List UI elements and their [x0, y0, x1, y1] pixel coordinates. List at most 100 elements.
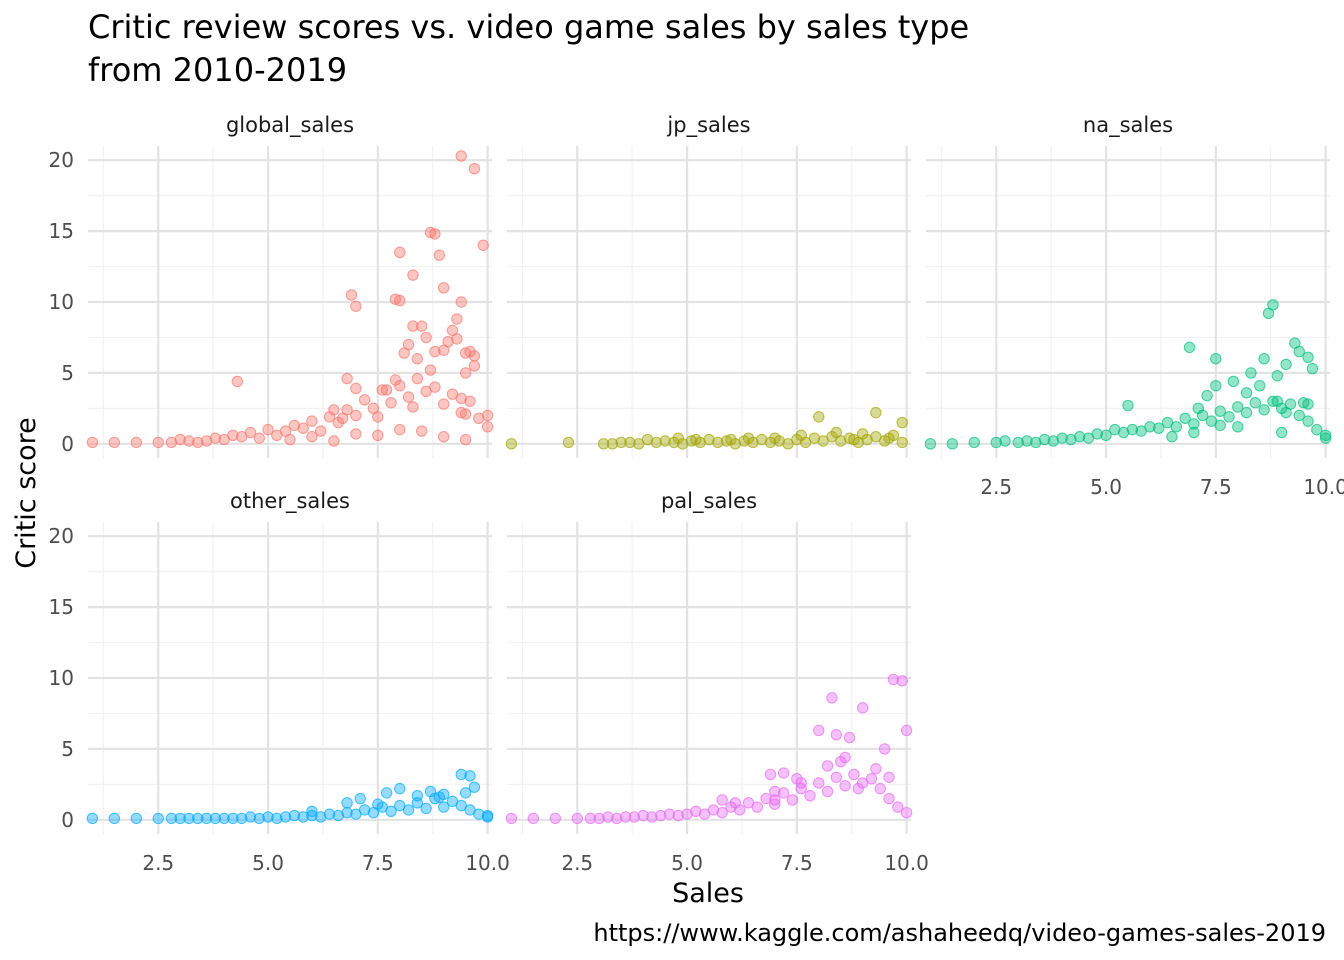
data-point: [615, 436, 627, 449]
data-point: [1188, 426, 1200, 439]
data-point: [1271, 395, 1284, 407]
data-point: [416, 320, 428, 332]
data-point: [468, 781, 481, 793]
data-point: [690, 433, 702, 446]
data-point: [808, 432, 821, 444]
data-point: [755, 433, 768, 446]
data-point: [407, 401, 419, 413]
data-point: [1192, 402, 1204, 415]
facet-panel-global_sales: global_sales 0 5 10 15 20: [49, 113, 494, 458]
y-tick-label: 0: [61, 808, 74, 832]
data-point: [262, 811, 274, 823]
data-point: [429, 381, 441, 393]
data-point: [606, 438, 619, 450]
data-point: [481, 809, 494, 822]
data-point: [451, 313, 463, 325]
data-point: [455, 392, 467, 405]
data-point: [990, 436, 1002, 449]
data-point: [108, 436, 121, 449]
data-point: [350, 382, 362, 395]
data-point: [354, 792, 366, 805]
data-point: [459, 347, 472, 359]
data-point: [420, 331, 432, 344]
data-point: [455, 150, 467, 162]
data-point: [883, 771, 895, 783]
data-point: [130, 436, 143, 449]
data-point: [1267, 299, 1279, 311]
data-point: [473, 412, 485, 424]
data-point: [1227, 375, 1240, 388]
data-point: [288, 809, 301, 822]
data-point: [350, 409, 362, 422]
data-point: [505, 438, 518, 450]
x-tick-label: 5.0: [1090, 475, 1122, 499]
data-point: [429, 345, 441, 358]
data-point: [1280, 358, 1292, 371]
data-point: [437, 398, 450, 410]
data-point: [1126, 423, 1139, 436]
facet-strip-label: other_sales: [230, 489, 350, 514]
data-point: [306, 805, 318, 818]
data-point: [856, 702, 869, 714]
data-point: [883, 792, 895, 805]
data-point: [455, 406, 467, 419]
data-point: [1122, 399, 1134, 412]
data-point: [852, 782, 865, 795]
chart-title: Critic review scores vs. video game sale…: [88, 8, 969, 46]
data-point: [455, 296, 467, 308]
data-point: [464, 395, 476, 407]
data-point: [358, 394, 371, 406]
data-point: [437, 431, 450, 443]
data-point: [345, 289, 358, 301]
x-tick-label: 2.5: [142, 851, 174, 875]
data-point: [1302, 398, 1314, 410]
data-point: [253, 432, 265, 444]
data-point: [380, 787, 393, 799]
data-point: [874, 782, 886, 795]
data-point: [244, 811, 257, 823]
data-point: [676, 438, 689, 450]
data-point: [870, 406, 882, 419]
data-point: [654, 809, 667, 822]
data-point: [429, 228, 441, 240]
data-point: [813, 777, 825, 789]
data-point: [1249, 396, 1262, 409]
data-point: [1258, 404, 1270, 416]
data-point: [584, 812, 597, 825]
data-point: [468, 162, 481, 175]
data-point: [725, 801, 737, 813]
data-point: [279, 811, 292, 823]
data-point: [402, 338, 415, 351]
y-tick-label: 10: [49, 666, 74, 690]
data-point: [924, 438, 937, 450]
data-point: [716, 794, 728, 806]
data-point: [459, 408, 472, 420]
data-point: [306, 415, 318, 427]
data-point: [1038, 433, 1051, 446]
data-point: [1183, 341, 1196, 354]
data-point: [777, 767, 790, 779]
data-point: [690, 805, 702, 818]
data-point: [1267, 395, 1279, 407]
data-point: [372, 429, 384, 442]
facet-panel-na_sales: na_sales 2.5 5.0 7.5 10.0: [924, 113, 1344, 499]
data-point: [1223, 411, 1235, 423]
facet-strip-label: jp_sales: [666, 113, 750, 138]
data-point: [385, 805, 397, 818]
data-point: [372, 411, 384, 423]
data-point: [389, 374, 402, 386]
y-tick-label: 15: [49, 219, 74, 243]
data-point: [747, 436, 759, 449]
data-point: [946, 438, 959, 450]
data-point: [86, 812, 99, 825]
y-tick-label: 5: [61, 361, 74, 385]
series-jp_sales: [505, 406, 908, 450]
data-point: [1117, 426, 1130, 439]
series-pal_sales: [505, 673, 913, 825]
data-point: [672, 809, 684, 822]
data-point: [729, 797, 742, 809]
data-point: [1214, 419, 1226, 432]
data-point: [1293, 409, 1305, 422]
data-point: [315, 425, 327, 437]
data-point: [659, 435, 671, 447]
